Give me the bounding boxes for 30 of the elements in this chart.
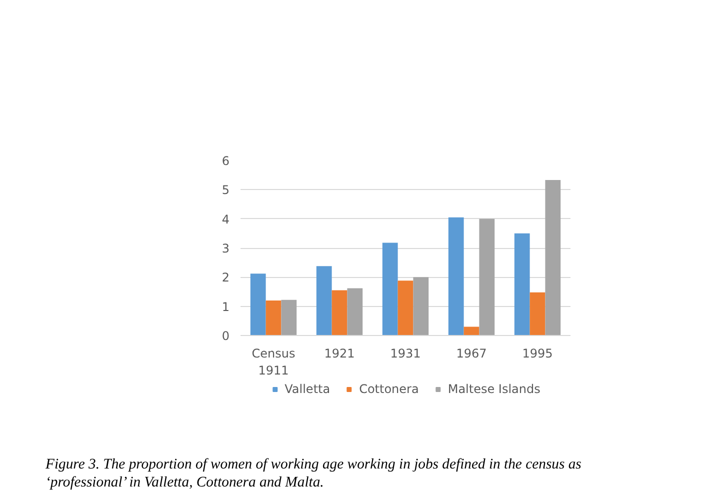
bar <box>530 292 546 336</box>
bar <box>250 274 266 336</box>
y-tick-label: 1 <box>222 300 230 314</box>
bar <box>514 233 530 336</box>
bar <box>479 218 495 336</box>
legend-label: Maltese Islands <box>448 382 540 396</box>
bar <box>332 290 348 336</box>
y-tick-label: 2 <box>222 270 230 285</box>
x-tick-label: 1967 <box>456 346 487 360</box>
bar <box>448 217 464 336</box>
y-tick-label: 3 <box>222 242 230 256</box>
legend-label: Valletta <box>284 382 330 396</box>
y-tick-label: 6 <box>222 154 230 168</box>
bar <box>545 180 561 336</box>
y-tick-label: 0 <box>222 329 230 343</box>
bar <box>398 280 414 336</box>
bar <box>413 277 429 336</box>
bar <box>316 266 332 336</box>
bar <box>281 300 297 336</box>
y-tick-label: 4 <box>222 212 230 226</box>
legend-label: Cottonera <box>359 382 419 396</box>
y-tick-label: 5 <box>222 183 230 198</box>
bar <box>266 300 282 336</box>
x-tick-label: 1921 <box>324 346 355 360</box>
x-tick-label: 1931 <box>390 346 421 360</box>
x-tick-label: Census 1911 <box>252 346 296 378</box>
bar <box>382 242 398 336</box>
x-tick-label: 1995 <box>522 346 553 360</box>
caption: Figure 3. The proportion of women of working age working in jobs defined in the census as ‘professional’ in Valletta, Cottonera and Malta. <box>44 456 582 490</box>
bar <box>347 288 363 336</box>
